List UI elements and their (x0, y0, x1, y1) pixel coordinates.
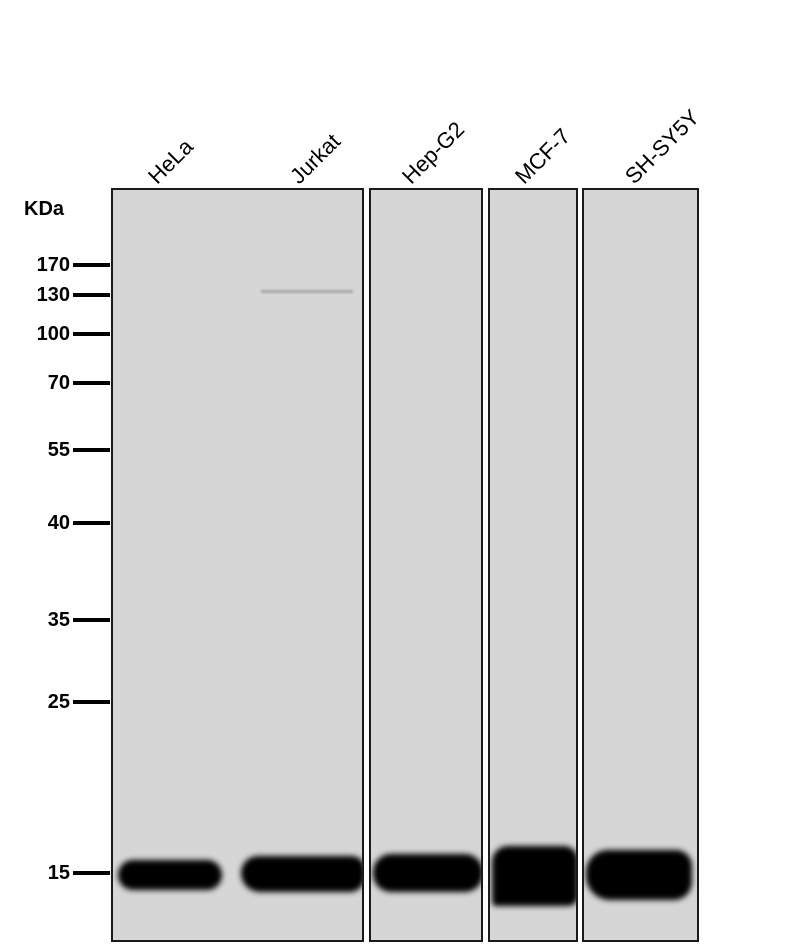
blot-panel-3 (488, 188, 578, 942)
marker-70: 70 (0, 373, 110, 393)
marker-35: 35 (0, 610, 110, 630)
lane-label-sh-sy5y: SH-SY5Y (620, 104, 705, 189)
lane-label-hep-g2: Hep-G2 (397, 116, 470, 189)
marker-170: 170 (0, 255, 110, 275)
marker-25: 25 (0, 692, 110, 712)
band-sh-sy5y (586, 850, 692, 900)
marker-tick (73, 700, 110, 704)
band-hep-g2 (373, 854, 481, 892)
lane-label-hela: HeLa (143, 133, 198, 189)
marker-130: 130 (0, 285, 110, 305)
marker-tick (73, 618, 110, 622)
marker-55: 55 (0, 440, 110, 460)
marker-40: 40 (0, 513, 110, 533)
marker-tick (73, 293, 110, 297)
marker-tick (73, 332, 110, 336)
band-hela (118, 860, 222, 890)
faint-band-jurkat (261, 290, 353, 293)
blot-panel-2 (369, 188, 483, 942)
mw-unit-label: KDa (24, 198, 65, 220)
marker-tick (73, 381, 110, 385)
marker-15: 15 (0, 863, 110, 883)
marker-tick (73, 448, 110, 452)
lane-label-mcf-7: MCF-7 (510, 123, 576, 189)
marker-tick (73, 263, 110, 267)
blot-panel-1 (111, 188, 364, 942)
lane-label-jurkat: Jurkat (285, 128, 346, 189)
band-mcf-7 (492, 846, 576, 906)
blot-panel-4 (582, 188, 699, 942)
marker-tick (73, 521, 110, 525)
marker-tick (73, 871, 110, 875)
band-jurkat (241, 856, 362, 892)
marker-100: 100 (0, 324, 110, 344)
